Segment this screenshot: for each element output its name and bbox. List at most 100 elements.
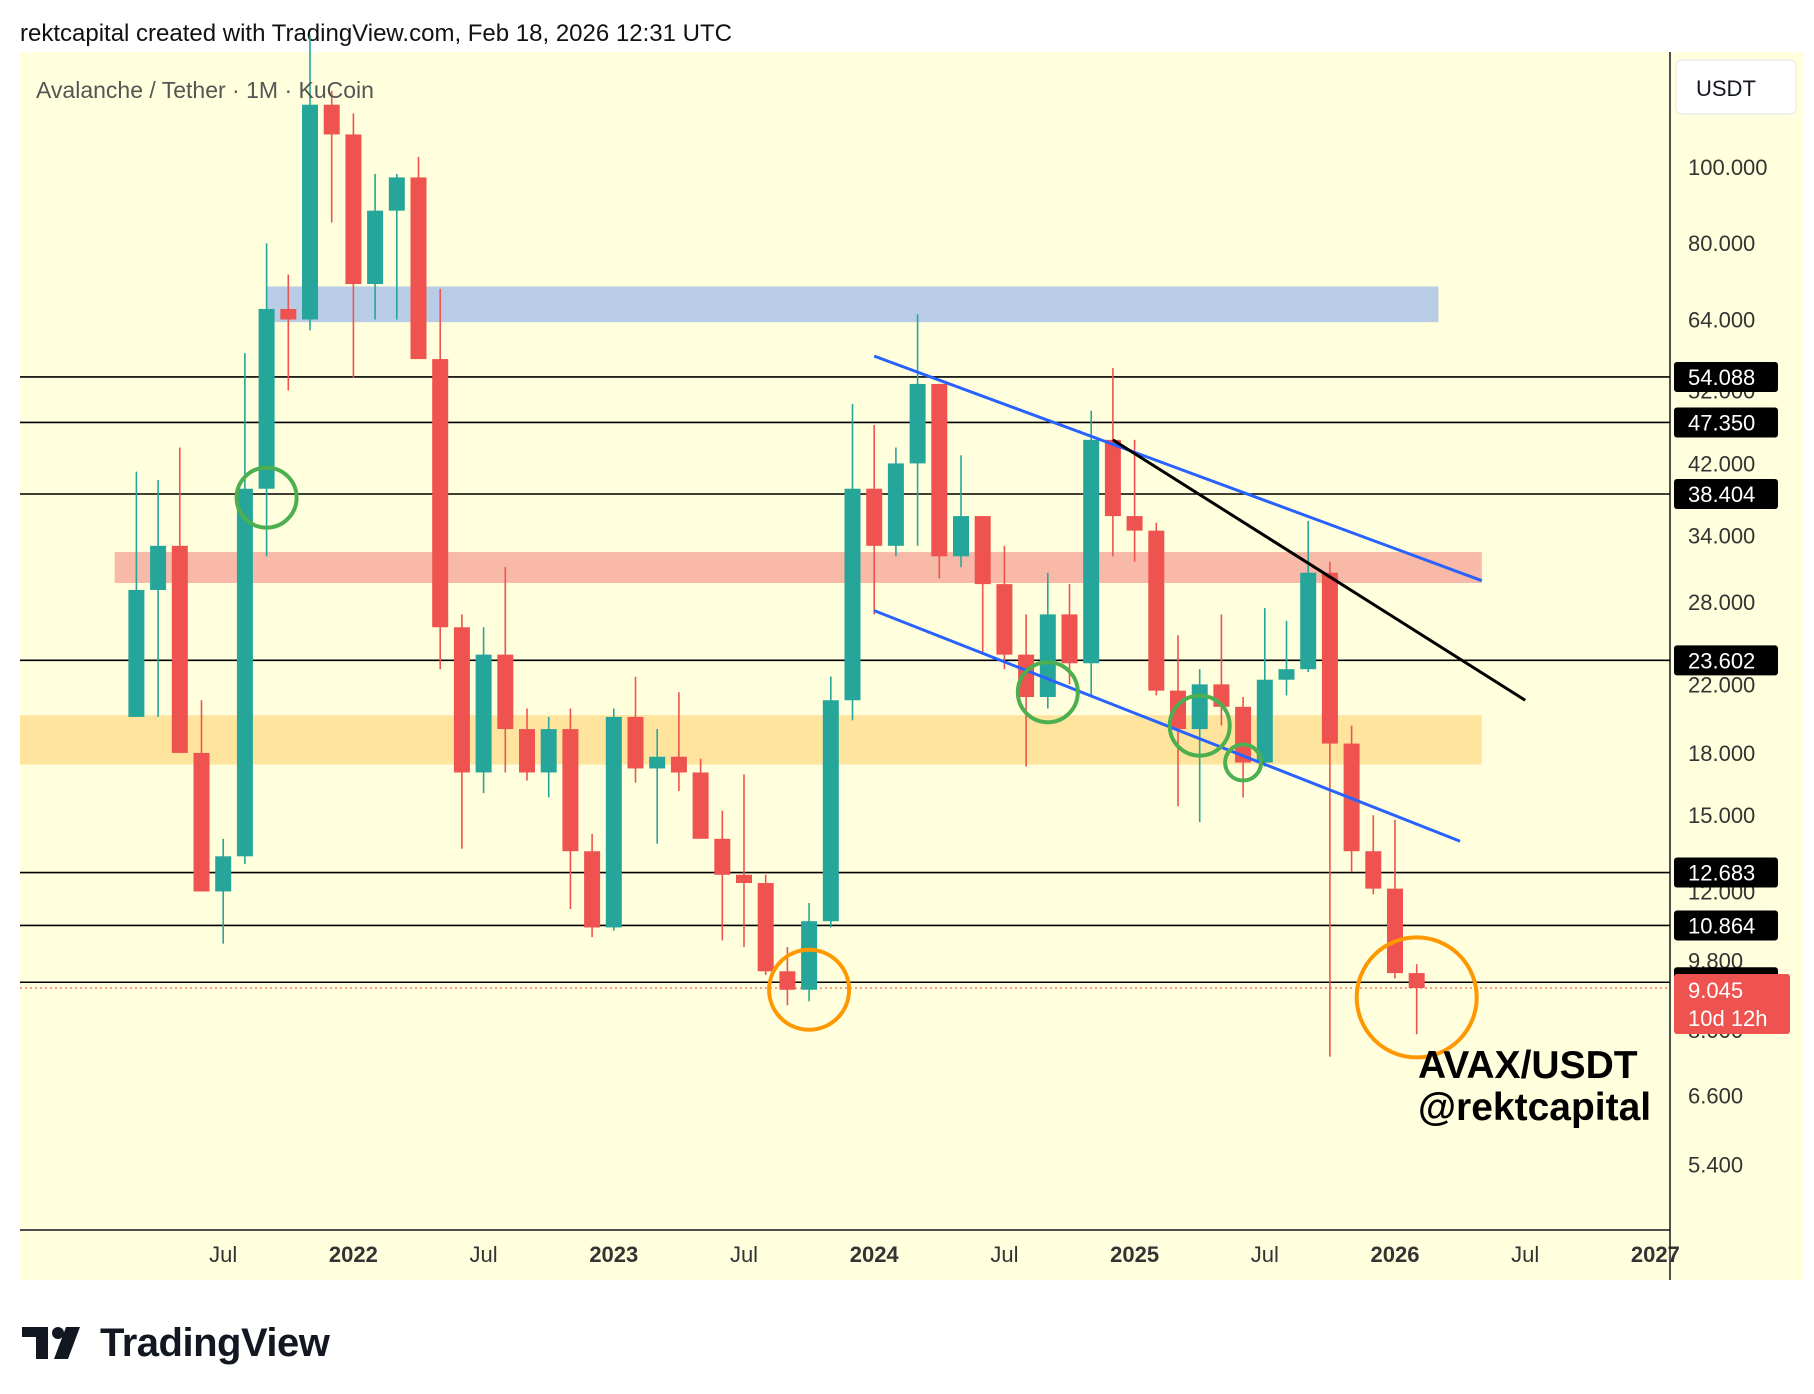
price-tick-label: 22.000 (1688, 672, 1755, 697)
level-price-label-text: 38.404 (1688, 482, 1755, 507)
candle-body (150, 545, 167, 590)
time-tick-label: 2024 (850, 1242, 900, 1267)
price-tick-label: 100.000 (1688, 155, 1768, 180)
candle-body (844, 488, 861, 701)
candle (150, 480, 167, 717)
level-price-label: 47.350 (1674, 407, 1778, 438)
candle-body (215, 856, 232, 892)
price-tick-label: 42.000 (1688, 451, 1755, 476)
level-price-label: 23.602 (1674, 645, 1778, 676)
green-circle-marker (234, 465, 299, 530)
candle-body (323, 104, 340, 135)
candle-body (887, 463, 904, 546)
candle (801, 903, 818, 1002)
candle-body (367, 210, 384, 285)
price-scale (1670, 52, 1804, 1230)
candle-body (779, 971, 796, 990)
candle (367, 173, 384, 320)
channel-upper-line (873, 354, 1483, 583)
price-tick-label: 80.000 (1688, 231, 1755, 256)
candle (236, 353, 253, 865)
candle (1148, 522, 1165, 696)
candle-body (822, 700, 839, 922)
time-tick-label: Jul (470, 1242, 498, 1267)
candle-body (1235, 706, 1252, 763)
candle (931, 383, 948, 579)
level-price-label: 10.864 (1674, 910, 1778, 941)
candle (128, 471, 145, 717)
current-price-label-bg (1674, 974, 1790, 1035)
candle-body (1300, 572, 1317, 670)
orange-circle-marker (767, 947, 852, 1032)
green-circle-marker (1223, 742, 1264, 783)
level-price-label: 38.404 (1674, 478, 1778, 509)
candle-body (1061, 614, 1078, 664)
candle-body (280, 308, 297, 320)
candle-body (1191, 684, 1208, 730)
candle-body (1126, 516, 1143, 531)
candle (1300, 520, 1317, 673)
candle-body (128, 589, 145, 717)
candle-body (866, 488, 883, 546)
candle-body (931, 383, 948, 557)
candle (519, 708, 535, 781)
candle (475, 627, 492, 794)
candle (280, 274, 297, 391)
candle (302, 35, 318, 331)
candle-body (757, 883, 774, 972)
time-tick-label: Jul (1251, 1242, 1279, 1267)
candle-body (692, 772, 709, 839)
currency-button[interactable]: USDT (1675, 59, 1797, 115)
candle (953, 455, 969, 568)
candle-body (670, 756, 687, 773)
candle (562, 708, 579, 909)
candle-body (1148, 530, 1165, 691)
candle (757, 874, 774, 975)
tradingview-logo: TradingView (22, 1318, 330, 1368)
time-tick-label: 2022 (329, 1242, 378, 1267)
candle-body (453, 627, 470, 773)
tradingview-logo-icon (22, 1327, 80, 1359)
candle (866, 424, 883, 615)
time-tick-label: Jul (209, 1242, 237, 1267)
candle-body (953, 516, 969, 557)
time-tick-label: 2026 (1371, 1242, 1420, 1267)
candle-body (497, 654, 514, 730)
candle (497, 567, 514, 773)
tradingview-logo-text: TradingView (100, 1320, 330, 1365)
candle (584, 833, 601, 938)
chart-header: rektcapital created with TradingView.com… (20, 20, 732, 47)
trendline-line (1112, 438, 1527, 702)
candle (215, 838, 232, 944)
currency-button-label: USDT (1696, 76, 1756, 101)
candle-body (562, 729, 579, 852)
candle-body (193, 752, 210, 892)
red-zone (114, 552, 1482, 583)
time-tick-label: Jul (1511, 1242, 1539, 1267)
candle (1126, 439, 1143, 562)
candle-body (410, 177, 427, 360)
candle-body (302, 104, 318, 320)
candle-body (388, 177, 405, 211)
candle-body (584, 851, 601, 928)
price-tick-label: 5.400 (1688, 1152, 1743, 1177)
candle (1365, 815, 1382, 895)
candle-body (1256, 679, 1273, 763)
candle (323, 90, 340, 223)
candle-body (627, 716, 644, 769)
price-tick-label: 18.000 (1688, 741, 1755, 766)
time-tick-label: 2025 (1110, 1242, 1159, 1267)
candle (1061, 584, 1078, 685)
candle-body (714, 838, 731, 875)
candle (909, 314, 926, 546)
candle (432, 288, 449, 670)
candle-body (171, 545, 188, 753)
price-tick-label: 34.000 (1688, 524, 1755, 549)
candle-body (1018, 654, 1035, 698)
channel-lower-line (873, 609, 1461, 843)
candle (822, 676, 839, 928)
candle (453, 614, 470, 849)
current-price-label: 9.045 10d 12h (1674, 974, 1790, 1035)
level-price-label: 12.683 (1674, 857, 1778, 888)
